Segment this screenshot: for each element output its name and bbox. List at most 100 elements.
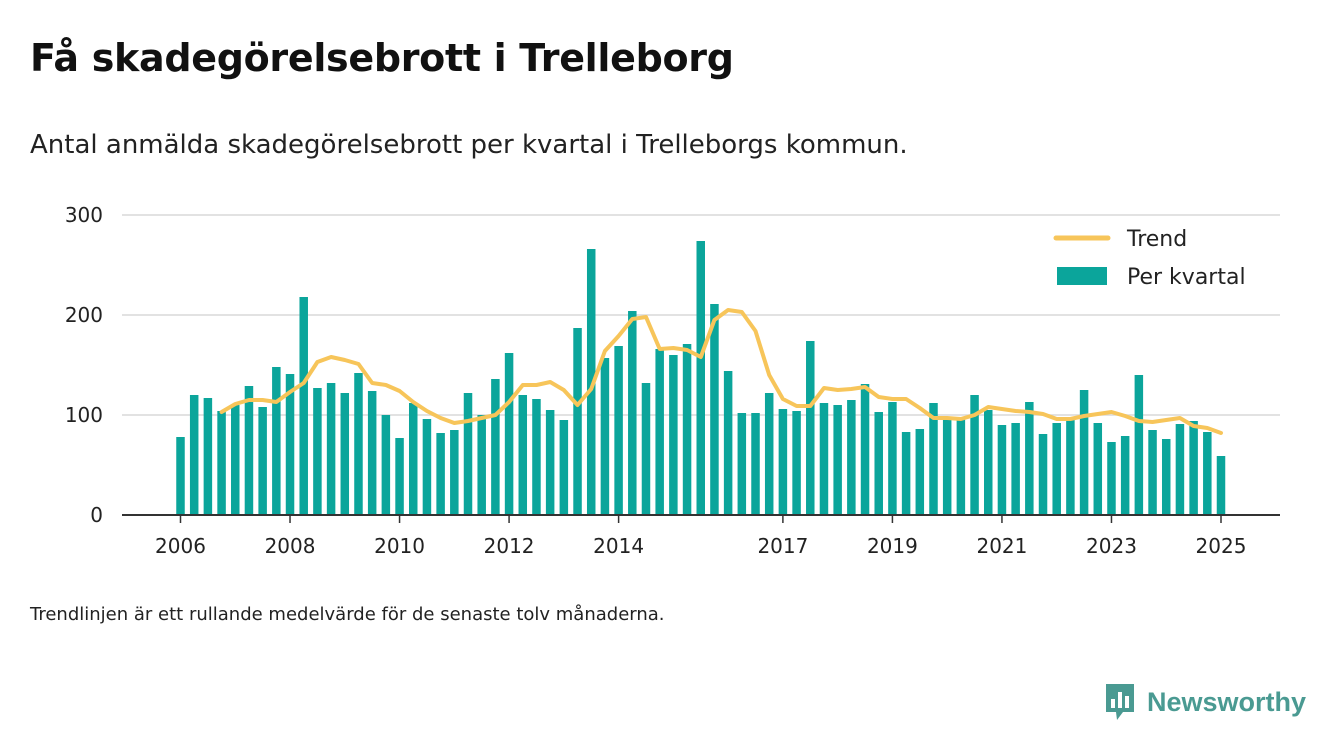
bar [600, 358, 610, 515]
bar [997, 425, 1007, 515]
chart-title: Få skadegörelsebrott i Trelleborg [30, 36, 734, 80]
bar [422, 419, 432, 515]
bar [641, 383, 651, 515]
bar [655, 349, 664, 515]
x-tick-label: 2023 [1086, 534, 1137, 558]
bar [176, 437, 185, 515]
bar [778, 409, 788, 515]
bar [696, 241, 705, 515]
bar [463, 393, 473, 515]
bar [1216, 456, 1226, 515]
bar [614, 346, 623, 515]
bar [395, 438, 404, 515]
y-tick-label: 300 [65, 203, 103, 227]
bar [586, 249, 596, 515]
bar [367, 391, 377, 515]
bar [723, 371, 733, 515]
bar [545, 410, 555, 515]
bar [874, 412, 883, 515]
x-tick-label: 2014 [593, 534, 644, 558]
bar [1148, 430, 1157, 515]
bar [450, 430, 459, 515]
bar [737, 413, 747, 515]
bar [1066, 418, 1075, 515]
bar [436, 433, 445, 515]
bar [1189, 421, 1198, 515]
bar [244, 386, 254, 515]
bar [792, 411, 801, 515]
bar [628, 311, 637, 515]
bar [340, 393, 350, 515]
bar [819, 403, 829, 515]
newsworthy-logo[interactable]: Newsworthy [1103, 682, 1306, 722]
x-tick-label: 2021 [976, 534, 1027, 558]
bar [888, 402, 897, 515]
bar [1079, 390, 1089, 515]
bar [860, 384, 870, 515]
bar [354, 373, 363, 515]
bar [669, 355, 678, 515]
bar [1038, 434, 1048, 515]
bar [299, 297, 308, 515]
x-axis-ticks: 2006 2008 2010 2012 2014 2017 2019 2021 2023 2025 [155, 515, 1246, 558]
bar [942, 420, 952, 515]
bar [518, 395, 528, 515]
bar [1107, 442, 1116, 515]
bar [491, 379, 500, 515]
bar [532, 399, 541, 515]
bar [1175, 424, 1185, 515]
bar [1161, 439, 1171, 515]
bar [504, 353, 514, 515]
x-tick-label: 2012 [484, 534, 535, 558]
bar [573, 328, 582, 515]
bar [203, 398, 213, 515]
bar [285, 374, 295, 515]
x-tick-label: 2017 [757, 534, 808, 558]
y-axis-ticks: 0 100 200 300 [65, 203, 103, 527]
bar [313, 388, 322, 515]
x-tick-label: 2006 [155, 534, 206, 558]
bar [847, 400, 856, 515]
bar [1011, 423, 1020, 515]
bar [682, 344, 692, 515]
bar [984, 410, 993, 515]
bar [189, 395, 199, 515]
bar [833, 405, 842, 515]
bar [970, 395, 979, 515]
bar [1052, 423, 1061, 515]
newsworthy-chart-icon [1105, 684, 1134, 720]
bar [1025, 402, 1034, 515]
bar [258, 407, 267, 515]
legend-bar-swatch [1057, 267, 1107, 285]
x-tick-label: 2019 [867, 534, 918, 558]
chart-subtitle: Antal anmälda skadegörelsebrott per kvar… [30, 130, 908, 160]
bar [381, 415, 391, 515]
bar [326, 383, 336, 515]
y-tick-label: 100 [65, 403, 103, 427]
bar [1120, 436, 1130, 515]
chart-legend: Trend Per kvartal [1053, 227, 1246, 290]
x-tick-label: 2025 [1196, 534, 1247, 558]
brand-name: Newsworthy [1146, 686, 1306, 717]
bar [217, 411, 226, 515]
bar [901, 432, 911, 515]
bar [559, 420, 569, 515]
bar [408, 403, 418, 515]
y-tick-label: 0 [90, 503, 103, 527]
x-tick-label: 2008 [265, 534, 316, 558]
bar [231, 405, 240, 515]
legend-trend-label: Trend [1126, 227, 1187, 252]
bar [1134, 375, 1144, 515]
footnote: Trendlinjen är ett rullande medelvärde f… [30, 604, 665, 625]
bars-per-kvartal [176, 241, 1226, 515]
x-tick-label: 2010 [374, 534, 425, 558]
bar [751, 413, 760, 515]
bar [477, 415, 486, 515]
bar [710, 304, 719, 515]
legend-bar-label: Per kvartal [1127, 265, 1246, 290]
bar [915, 429, 925, 515]
bar [806, 341, 815, 515]
bar [1203, 432, 1212, 515]
y-tick-label: 200 [65, 303, 103, 327]
